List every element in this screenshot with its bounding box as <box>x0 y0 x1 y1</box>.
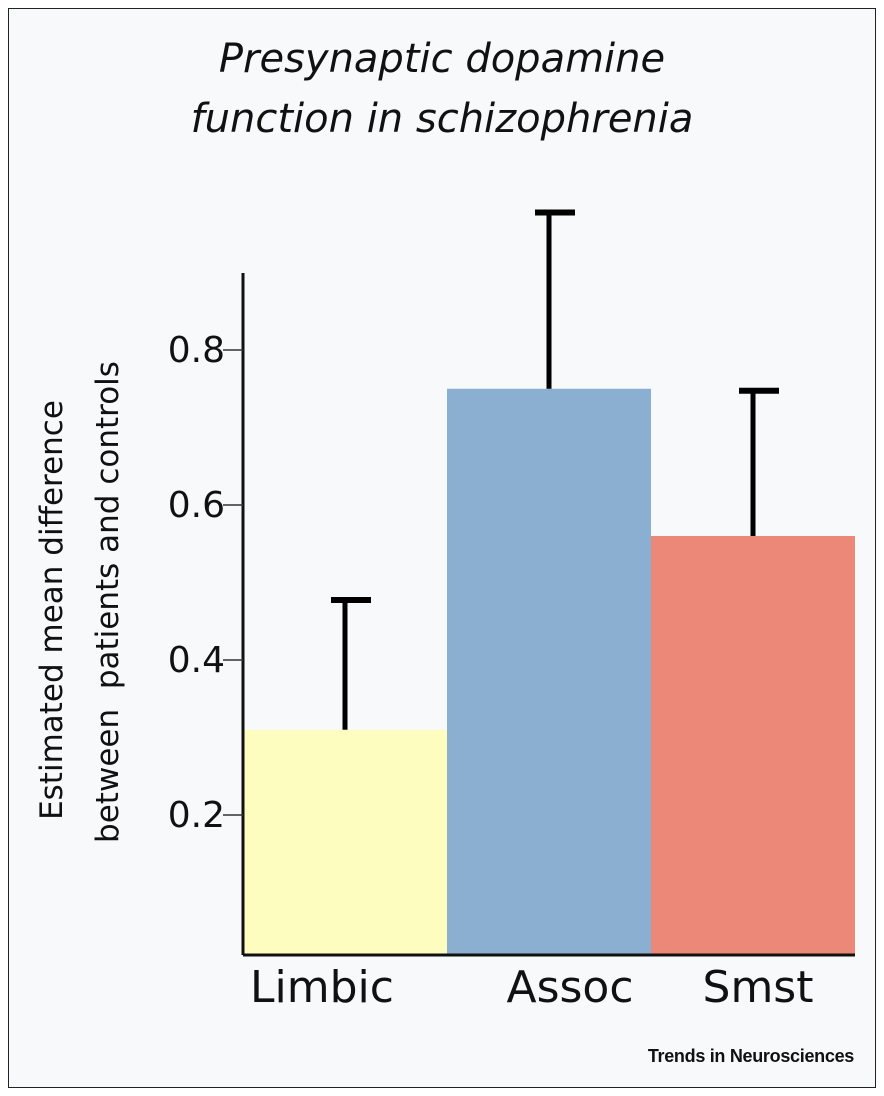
journal-footer: Trends in Neurosciences <box>647 1046 854 1066</box>
x-tick-label-assoc: Assoc <box>506 962 633 1013</box>
y-tick-label: 0.8 <box>168 330 225 371</box>
bar-assoc <box>447 388 651 955</box>
y-tick-label: 0.6 <box>168 485 225 526</box>
bar-smst <box>651 536 855 955</box>
x-tick-label-limbic: Limbic <box>250 962 394 1013</box>
y-tick-label: 0.4 <box>168 640 225 681</box>
chart-title-line-1: Presynaptic dopamine <box>218 36 666 82</box>
x-tick-label-smst: Smst <box>703 962 814 1013</box>
bar-limbic <box>243 729 447 955</box>
chart-title-line-2: function in schizophrenia <box>190 96 694 142</box>
y-tick-label: 0.2 <box>168 795 225 836</box>
